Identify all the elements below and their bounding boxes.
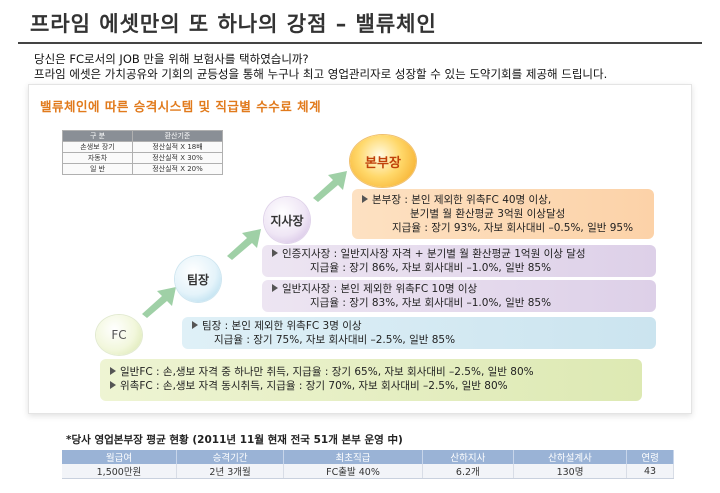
table-row: 일 반 정산실적 X 20%	[62, 163, 223, 175]
table-cell: 정산실적 X 20%	[132, 163, 223, 175]
table-cell: 43	[626, 464, 674, 479]
promotion-arrow-icon	[142, 287, 176, 318]
title-divider	[18, 42, 702, 44]
criteria-line: 지급율 : 장기 83%, 자보 회사대비 –1.0%, 일반 85%	[310, 297, 552, 309]
status-header-promotion-period: 승격기간	[176, 450, 285, 464]
criteria-line: 팀장 : 본인 제외한 위촉FC 3명 이상	[202, 320, 362, 332]
intro-line-1: 당신은 FC로서의 JOB 만을 위해 보험사를 택하였습니까?	[34, 52, 309, 66]
certified-branch-criteria-box: 인증지사장 : 일반지사장 자격 + 분기별 월 환산평균 1억원 이상 달성 …	[262, 245, 656, 277]
table-cell: 정산실적 X 18배	[132, 141, 223, 153]
table-cell: FC출발 40%	[283, 464, 423, 479]
head-manager-criteria-box: 본부장 : 본인 제외한 위촉FC 40명 이상, 분기별 월 환산평균 3억원…	[352, 189, 654, 239]
criteria-line: 지급율 : 장기 86%, 자보 회사대비 –1.0%, 일반 85%	[310, 262, 552, 274]
team-leader-criteria-box: 팀장 : 본인 제외한 위촉FC 3명 이상 지급율 : 장기 75%, 자보 …	[182, 317, 656, 349]
criteria-line: 일반FC : 손,생보 자격 중 하나만 취득, 지급율 : 장기 65%, 자…	[120, 366, 534, 378]
level-head-manager-circle: 본부장	[350, 135, 416, 187]
page-title: 프라임 에셋만의 또 하나의 강점 – 밸류체인	[30, 12, 437, 36]
panel-title: 밸류체인에 따른 승격시스템 및 직급별 수수료 체계	[40, 99, 322, 114]
intro-line-2: 프라임 에셋은 가치공유와 기회의 균등성을 통해 누구나 최고 영업관리자로 …	[34, 67, 608, 81]
table-cell: 1,500만원	[62, 464, 177, 479]
criteria-line: 일반지사장 : 본인 제외한 위촉FC 10명 이상	[282, 283, 478, 295]
promotion-arrow-icon	[227, 229, 261, 260]
table-row: 자동차 정산실적 X 30%	[62, 152, 223, 164]
table-cell: 정산실적 X 30%	[132, 152, 223, 164]
status-header-initial-rank: 최초직급	[283, 450, 423, 464]
conversion-basis-table: 구 분 환산기준 손생보 장기 정산실적 X 18배 자동차 정산실적 X 30…	[62, 130, 223, 175]
promotion-arrow-icon	[313, 171, 347, 202]
criteria-line: 인증지사장 : 일반지사장 자격 + 분기별 월 환산평균 1억원 이상 달성	[282, 248, 586, 260]
head-manager-status-table: 월급여 승격기간 최초직급 산하지사 산하설계사 연령 1,500만원 2년 3…	[62, 450, 674, 479]
table-cell: 2년 3개월	[176, 464, 285, 479]
bullet-triangle-icon	[272, 284, 278, 292]
criteria-line: 지급율 : 장기 75%, 자보 회사대비 –2.5%, 일반 85%	[214, 334, 456, 346]
table-header-row: 월급여 승격기간 최초직급 산하지사 산하설계사 연령	[62, 450, 674, 464]
table-cell: 자동차	[62, 152, 133, 164]
table-header-row: 구 분 환산기준	[62, 130, 223, 142]
level-team-leader-circle: 팀장	[175, 256, 221, 302]
table-cell: 6.2개	[422, 464, 514, 479]
level-branch-manager-circle: 지사장	[264, 197, 310, 243]
general-branch-criteria-box: 일반지사장 : 본인 제외한 위촉FC 10명 이상 지급율 : 장기 83%,…	[262, 280, 656, 312]
basis-header-category: 구 분	[62, 130, 133, 142]
status-header-branches: 산하지사	[422, 450, 514, 464]
table-cell: 130명	[513, 464, 628, 479]
table-row: 1,500만원 2년 3개월 FC출발 40% 6.2개 130명 43	[62, 464, 674, 479]
status-header-salary: 월급여	[62, 450, 177, 464]
bullet-triangle-icon	[362, 195, 368, 203]
table-cell: 일 반	[62, 163, 133, 175]
status-title: *당사 영업본부장 평균 현황 (2011년 11월 현재 전국 51개 본부 …	[66, 434, 403, 446]
level-fc-circle: FC	[96, 315, 142, 355]
fc-criteria-box: 일반FC : 손,생보 자격 중 하나만 취득, 지급율 : 장기 65%, 자…	[100, 359, 642, 401]
table-row: 손생보 장기 정산실적 X 18배	[62, 141, 223, 153]
basis-header-conversion: 환산기준	[132, 130, 223, 142]
criteria-line: 위촉FC : 손,생보 자격 동시취득, 지급율 : 장기 70%, 자보 회사…	[120, 380, 508, 392]
criteria-line: 본부장 : 본인 제외한 위촉FC 40명 이상,	[372, 194, 552, 206]
criteria-line: 분기별 월 환산평균 3억원 이상달성	[410, 208, 566, 220]
bullet-triangle-icon	[110, 381, 116, 389]
bullet-triangle-icon	[272, 249, 278, 257]
bullet-triangle-icon	[192, 321, 198, 329]
criteria-line: 지급율 : 장기 93%, 자보 회사대비 –0.5%, 일반 95%	[392, 222, 634, 234]
status-header-age: 연령	[626, 450, 674, 464]
bullet-triangle-icon	[110, 367, 116, 375]
status-header-planners: 산하설계사	[513, 450, 628, 464]
table-cell: 손생보 장기	[62, 141, 133, 153]
